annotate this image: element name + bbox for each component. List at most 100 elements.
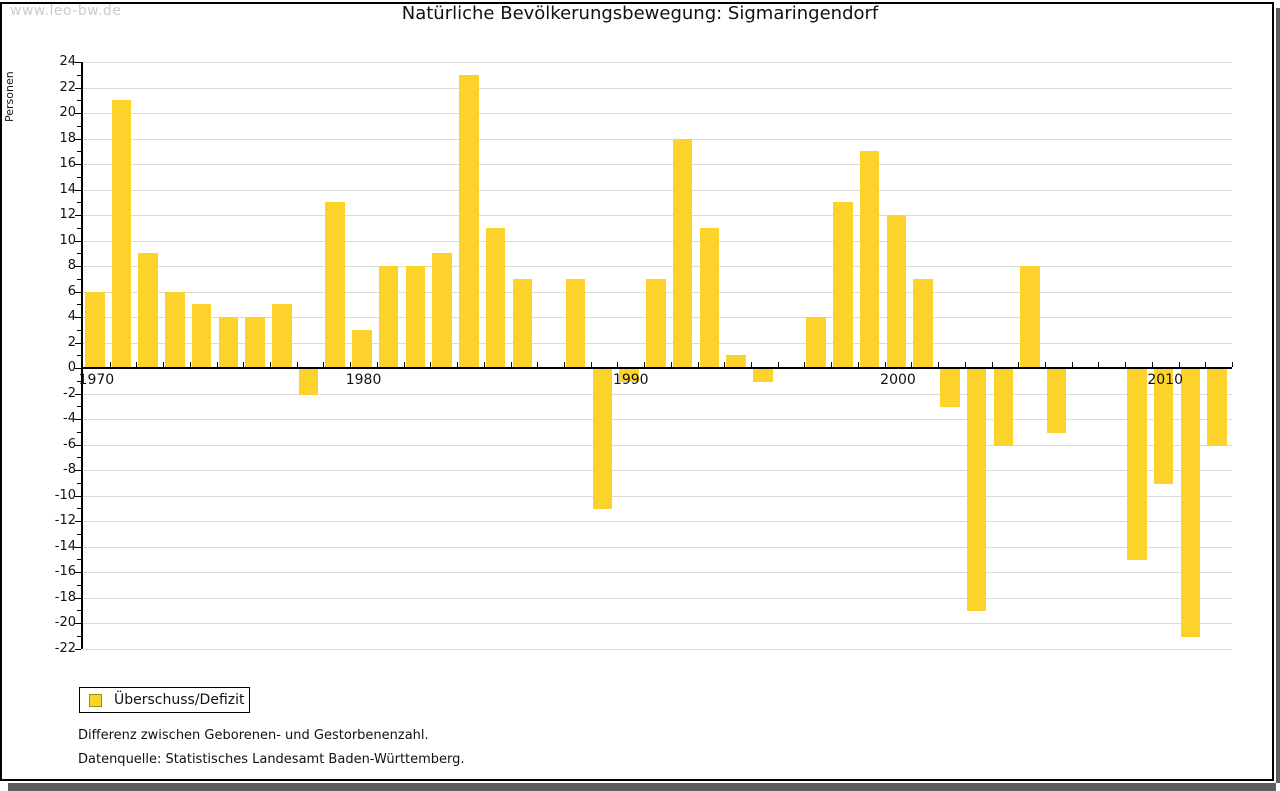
y-tick-label: 0: [67, 360, 76, 375]
x-axis-zero-line: [81, 367, 1232, 369]
x-axis-tick: [457, 362, 459, 367]
gridline-y-12: [83, 215, 1232, 216]
x-axis-tick: [1018, 362, 1020, 367]
bar-1980: [352, 329, 372, 368]
x-axis-tick: [163, 362, 165, 367]
y-tick-label: 6: [67, 283, 76, 299]
y-minor-tick: [77, 559, 81, 561]
x-axis-tick: [590, 362, 592, 367]
y-major-tick: [75, 215, 81, 216]
plot-area: -22 -20 -18 -16 -14 -12 -10 -8 -6 -4 -2 0 2 4 6 8 10 12 14…: [54, 54, 1233, 656]
y-minor-tick: [77, 406, 81, 408]
bar-1981: [378, 266, 399, 368]
legend-swatch: [89, 693, 102, 707]
y-major-tick: [75, 266, 81, 267]
y-tick-label: -4: [63, 411, 76, 426]
bar-1977: [272, 304, 292, 368]
y-major-tick: [75, 189, 81, 191]
x-axis-tick: [1098, 362, 1100, 367]
y-major-tick: [75, 623, 81, 624]
bar-1988: [565, 278, 586, 368]
x-axis-tick: [670, 362, 672, 367]
x-axis-tick: [724, 362, 726, 367]
x-axis-tick: [189, 362, 191, 367]
x-axis-tick: [1071, 362, 1073, 367]
bar-1994: [726, 355, 746, 368]
y-major-tick: [75, 597, 81, 599]
y-tick-label: -8: [63, 462, 76, 477]
x-axis-tick: [617, 362, 619, 367]
footnote-description: Differenz zwischen Geborenen- und Gestor…: [78, 728, 429, 743]
y-minor-tick: [77, 202, 81, 204]
bar-1999: [859, 151, 880, 368]
y-tick-label: -14: [54, 538, 76, 554]
y-major-tick: [75, 546, 81, 548]
bar-1973: [165, 291, 185, 368]
bar-2010: [1153, 369, 1174, 484]
x-axis-tick: [109, 362, 111, 367]
bar-1982: [405, 266, 426, 368]
bar-1995: [753, 369, 773, 382]
y-tick-label: -2: [63, 385, 76, 401]
x-axis-tick: [1151, 362, 1153, 367]
y-tick-label: 18: [59, 130, 76, 146]
y-major-tick: [75, 62, 81, 63]
bar-2003: [966, 369, 987, 612]
bar-1984: [459, 74, 479, 368]
bar-1971: [111, 100, 132, 368]
gridline-y-18: [83, 138, 1232, 140]
gridline-y-8: [83, 266, 1232, 267]
y-minor-tick: [77, 253, 81, 255]
x-axis-tick: [136, 362, 138, 367]
gridline-y--8: [83, 470, 1232, 471]
x-axis-tick: [323, 362, 325, 367]
y-minor-tick: [77, 482, 81, 484]
bar-1986: [512, 278, 533, 368]
gridline-y--12: [83, 521, 1232, 522]
x-axis-tick: [1125, 362, 1127, 367]
gridline-y-16: [83, 164, 1232, 165]
x-axis-tick: [563, 362, 565, 367]
x-axis-tick: [270, 362, 272, 367]
x-tick-label-2010: 2010: [1147, 372, 1184, 388]
y-major-tick: [75, 113, 81, 114]
y-minor-tick: [77, 304, 81, 306]
bar-1993: [699, 227, 720, 368]
bar-2009: [1127, 369, 1147, 561]
x-axis-tick: [537, 362, 539, 367]
gridline-y--6: [83, 444, 1232, 446]
page-shadow-bottom: [8, 783, 1276, 791]
y-minor-tick: [77, 176, 81, 178]
chart-title: Natürliche Bevölkerungsbewegung: Sigmari…: [401, 3, 879, 24]
y-minor-tick: [77, 508, 81, 510]
bar-1997: [806, 317, 826, 368]
y-minor-tick: [77, 584, 81, 586]
y-tick-label: -6: [63, 436, 76, 452]
y-minor-tick: [77, 278, 81, 280]
x-axis-tick: [1044, 362, 1046, 367]
bar-1989: [592, 369, 613, 510]
y-tick-label: 2: [67, 334, 76, 350]
gridline-y--4: [83, 419, 1232, 420]
bar-1998: [833, 202, 853, 368]
y-minor-tick: [77, 151, 81, 153]
y-major-tick: [75, 317, 81, 318]
x-axis-tick: [296, 362, 298, 367]
y-tick-label: 8: [67, 258, 76, 273]
x-axis-tick: [376, 362, 378, 367]
x-tick-label-1970: 1970: [78, 372, 115, 388]
y-tick-label: -10: [54, 487, 76, 503]
y-major-tick: [75, 470, 81, 471]
y-tick-label: 22: [59, 79, 76, 95]
bar-2000: [886, 215, 907, 368]
y-major-tick: [75, 495, 81, 497]
y-tick-label: 4: [67, 309, 76, 324]
x-axis-tick: [857, 362, 859, 367]
x-axis-tick: [1178, 362, 1180, 367]
x-axis-tick: [884, 362, 886, 367]
y-major-tick: [75, 521, 81, 522]
page-shadow-right: [1276, 8, 1280, 783]
y-tick-label: 10: [59, 232, 76, 248]
y-tick-label: 16: [59, 156, 76, 171]
y-major-tick: [75, 291, 81, 293]
